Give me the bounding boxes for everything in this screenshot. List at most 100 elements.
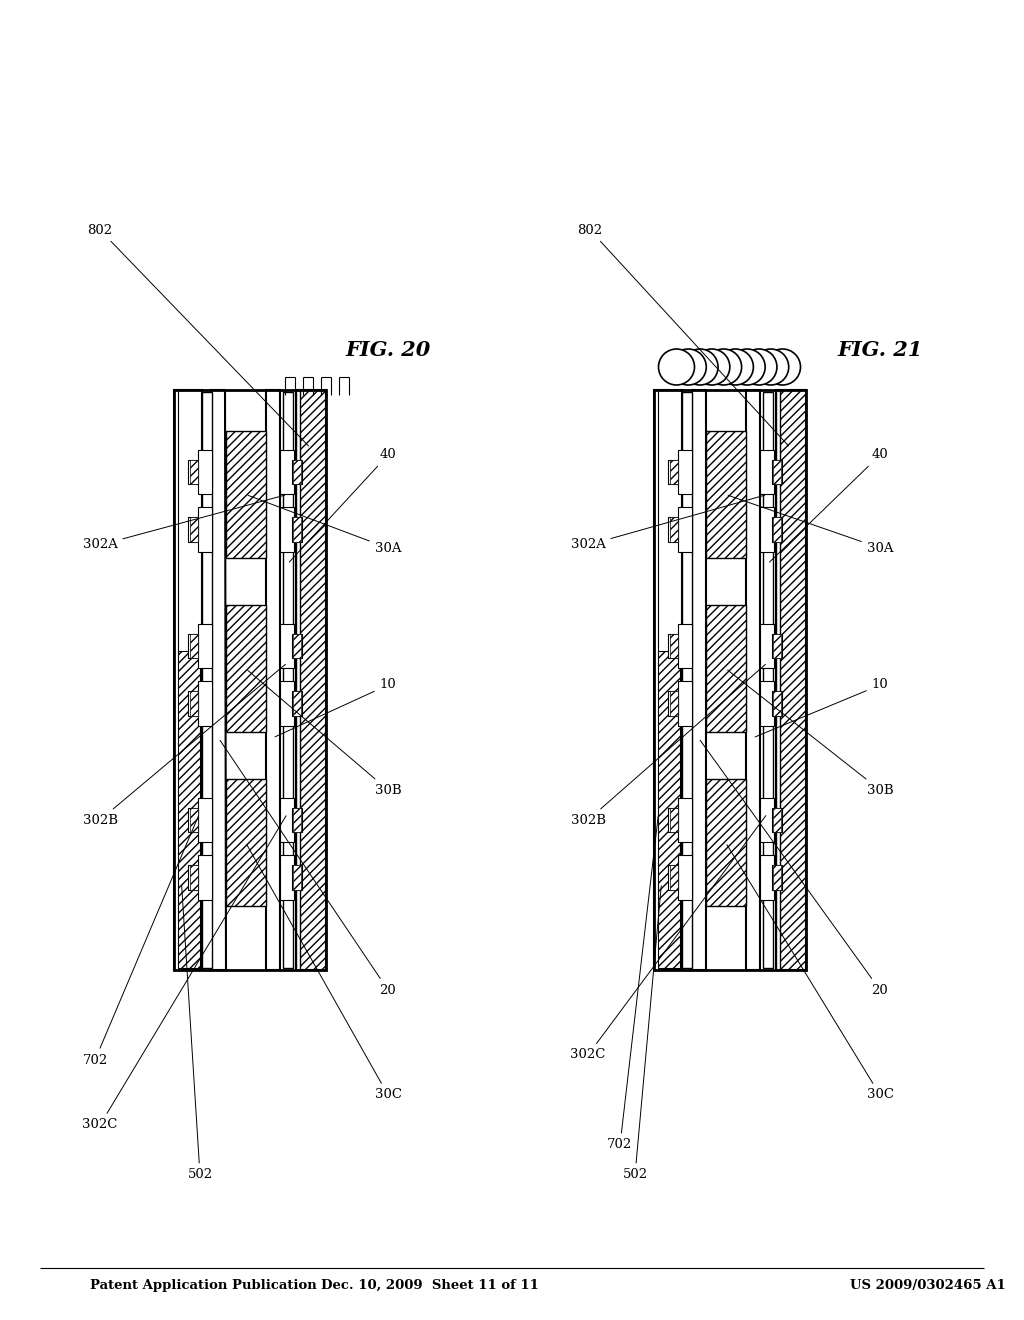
Bar [771, 517, 781, 541]
Bar [682, 392, 691, 968]
Text: 20: 20 [220, 741, 396, 997]
Bar [189, 634, 198, 659]
Bar [198, 855, 212, 900]
Ellipse shape [706, 348, 741, 385]
Bar [760, 681, 773, 726]
Bar [772, 459, 780, 484]
Bar [760, 797, 773, 842]
Bar [775, 389, 806, 970]
Bar [296, 389, 299, 970]
Bar [280, 797, 294, 842]
Bar [668, 517, 678, 541]
Bar [678, 507, 691, 552]
Bar [668, 634, 678, 659]
Bar [655, 651, 680, 968]
Bar [189, 517, 198, 541]
Bar [280, 855, 294, 900]
Bar [760, 507, 773, 552]
Bar [772, 865, 780, 890]
Bar [678, 450, 691, 495]
Text: Dec. 10, 2009  Sheet 11 of 11: Dec. 10, 2009 Sheet 11 of 11 [322, 1279, 539, 1291]
Text: 302B: 302B [83, 664, 286, 826]
Text: FIG. 21: FIG. 21 [838, 341, 923, 360]
Ellipse shape [741, 348, 777, 385]
Bar [265, 389, 280, 970]
Bar [225, 430, 265, 558]
Ellipse shape [729, 348, 765, 385]
Bar [173, 389, 326, 970]
Bar [678, 624, 691, 668]
Bar [670, 692, 678, 715]
Bar [670, 634, 678, 659]
Bar [706, 430, 745, 558]
Text: 502: 502 [623, 886, 662, 1181]
Bar [173, 389, 202, 970]
Bar [760, 855, 773, 900]
Ellipse shape [718, 348, 754, 385]
Bar [187, 808, 198, 833]
Bar [292, 634, 301, 659]
Text: 30B: 30B [728, 671, 893, 796]
Bar [293, 808, 300, 833]
Bar [198, 624, 212, 668]
Bar [678, 855, 691, 900]
Bar [706, 605, 745, 733]
Bar [668, 808, 678, 833]
Text: 10: 10 [275, 678, 396, 737]
Bar [225, 779, 265, 907]
Text: 302C: 302C [570, 816, 766, 1061]
Ellipse shape [682, 348, 718, 385]
Text: 802: 802 [578, 223, 788, 446]
Bar [706, 779, 745, 907]
Bar [670, 517, 678, 541]
Bar [187, 692, 198, 715]
Text: 302B: 302B [570, 664, 765, 826]
Bar [292, 808, 301, 833]
Bar [760, 624, 773, 668]
Bar [175, 651, 200, 968]
Bar [189, 808, 198, 833]
Bar [187, 517, 198, 541]
Bar [772, 517, 780, 541]
Bar [280, 450, 294, 495]
Ellipse shape [694, 348, 730, 385]
Text: US 2009/0302465 A1: US 2009/0302465 A1 [850, 1279, 1006, 1291]
Bar [745, 389, 760, 970]
Text: 702: 702 [82, 816, 199, 1067]
Bar [292, 692, 301, 715]
Text: 30A: 30A [248, 495, 401, 554]
Bar [187, 634, 198, 659]
Bar [678, 797, 691, 842]
Text: 40: 40 [290, 449, 396, 562]
Ellipse shape [671, 348, 707, 385]
Text: 30A: 30A [728, 495, 893, 554]
Bar [293, 692, 300, 715]
Bar [198, 507, 212, 552]
Bar [198, 797, 212, 842]
Bar [771, 865, 781, 890]
Bar [760, 450, 773, 495]
Text: 302A: 302A [570, 495, 765, 552]
Text: 802: 802 [87, 223, 308, 446]
Bar [771, 692, 781, 715]
Text: 30C: 30C [727, 845, 894, 1101]
Ellipse shape [753, 348, 788, 385]
Bar [293, 634, 300, 659]
Bar [771, 808, 781, 833]
Bar [293, 459, 300, 484]
Bar [775, 389, 779, 970]
Bar [653, 389, 682, 970]
Bar [653, 389, 657, 970]
Bar [670, 459, 678, 484]
Bar [283, 392, 293, 968]
Text: 702: 702 [607, 816, 658, 1151]
Bar [691, 389, 706, 970]
Bar [187, 865, 198, 890]
Bar [293, 517, 300, 541]
Bar [772, 634, 780, 659]
Text: 30C: 30C [247, 845, 401, 1101]
Bar [280, 624, 294, 668]
Text: Patent Application Publication: Patent Application Publication [90, 1279, 316, 1291]
Bar [772, 692, 780, 715]
Bar [292, 459, 301, 484]
